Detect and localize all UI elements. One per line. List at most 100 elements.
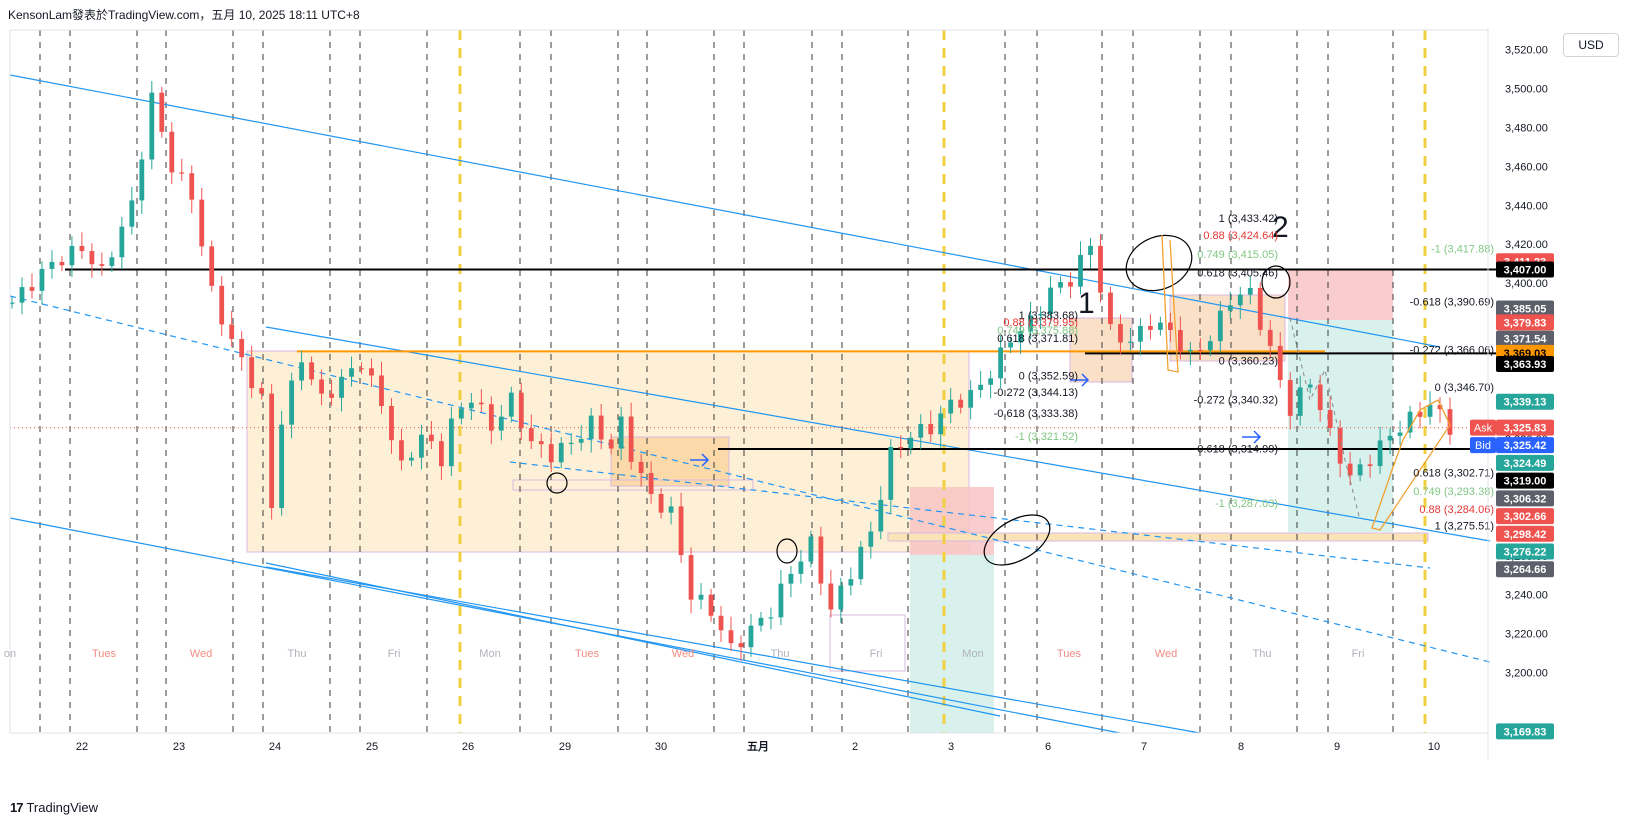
candle-body: [1417, 411, 1423, 417]
candle-137: [1377, 426, 1383, 474]
candle-5: [59, 256, 65, 272]
weekday-label: Mon: [962, 648, 983, 660]
candle-body: [1237, 294, 1243, 306]
candle-136: [1367, 454, 1373, 478]
candle-48: [488, 396, 494, 445]
candle-133: [1337, 420, 1343, 478]
annotation-marks-layer: 12: [546, 211, 1451, 566]
candle-body: [169, 131, 175, 173]
candle-77: [778, 570, 784, 626]
candle-14: [149, 80, 155, 170]
candle-52: [528, 414, 534, 449]
candle-67: [678, 492, 684, 563]
price-badge-text: 3,325.42: [1504, 440, 1547, 452]
price-badge-bg: [1496, 723, 1554, 740]
candle-15: [159, 86, 165, 138]
channel-line-1: [9, 295, 1491, 663]
candle-44: [448, 406, 454, 476]
circle-mark-2: [983, 514, 1051, 566]
candle-body: [1287, 379, 1293, 416]
fib-label-2-6: 0.88 (3,284.06): [1419, 504, 1494, 516]
candle-body: [299, 362, 304, 381]
candle-body: [369, 368, 374, 376]
candle-26: [269, 383, 275, 520]
candle-118: [1187, 342, 1193, 365]
candle-body: [1058, 282, 1063, 288]
circle-mark-0: [1125, 234, 1193, 292]
price-badge-15: 3,276.22: [1496, 543, 1554, 560]
candle-body: [219, 285, 225, 325]
candle-body: [558, 442, 564, 463]
candle-132: [1327, 396, 1333, 436]
candle-body: [129, 200, 135, 227]
price-badge-bg: [1496, 314, 1554, 331]
candle-body: [798, 561, 804, 574]
candle-24: [249, 345, 255, 398]
candle-body: [379, 375, 384, 407]
candle-46: [468, 392, 474, 421]
candle-body: [928, 423, 934, 435]
candle-body: [1437, 404, 1443, 410]
candle-68: [688, 547, 694, 614]
candle-body: [439, 441, 444, 467]
price-badge-text: 3,298.42: [1504, 529, 1547, 541]
candle-body: [858, 546, 864, 580]
candle-body: [888, 446, 894, 500]
candle-96: [968, 380, 974, 420]
candle-21: [219, 276, 225, 337]
candle-19: [199, 187, 205, 257]
candle-54: [548, 432, 554, 473]
y-tick-label: 3,400.00: [1505, 278, 1548, 290]
candle-3: [39, 261, 45, 305]
candle-33: [339, 368, 344, 412]
candle-36: [369, 358, 374, 388]
candle-121: [1217, 300, 1223, 353]
candle-body: [458, 408, 464, 419]
candle-body: [389, 406, 394, 441]
candle-body: [339, 376, 344, 398]
candle-95: [958, 393, 964, 414]
fib-label-1-4: 0 (3,360.23): [1219, 356, 1278, 368]
candle-body: [329, 393, 334, 398]
candle-138: [1387, 428, 1393, 455]
candle-38: [389, 398, 394, 454]
candle-4: [49, 250, 55, 279]
candle-body: [588, 415, 594, 439]
candle-body: [1088, 245, 1093, 255]
candle-119: [1197, 338, 1203, 361]
candle-body: [1118, 324, 1123, 343]
y-tick-label: 3,200.00: [1505, 668, 1548, 680]
candle-body: [1307, 384, 1313, 388]
side-tag-text: Bid: [1475, 440, 1491, 452]
candle-body: [948, 399, 954, 414]
candle-body: [179, 172, 185, 174]
price-badge-text: 3,325.83: [1504, 423, 1547, 435]
candle-89: [898, 435, 904, 459]
y-tick-label: 3,240.00: [1505, 590, 1548, 602]
candle-body: [9, 302, 15, 304]
candle-92: [928, 410, 934, 443]
candle-body: [608, 439, 614, 449]
candle-17: [179, 158, 185, 182]
candle-body: [1227, 305, 1233, 311]
candle-72: [728, 616, 734, 651]
candle-body: [788, 573, 794, 584]
candle-body: [1387, 435, 1393, 441]
price-badge-6: 3,363.93: [1496, 355, 1554, 372]
candle-body: [1038, 313, 1043, 316]
candle-body: [359, 368, 364, 370]
candle-body: [1267, 329, 1273, 346]
candle-body: [598, 415, 604, 440]
candle-70: [708, 588, 714, 622]
candle-body: [478, 402, 484, 405]
x-tick-label: 3: [948, 741, 954, 753]
candle-body: [758, 617, 764, 626]
candle-22: [229, 310, 235, 347]
candle-body: [1427, 404, 1433, 417]
footer-brand-text: TradingView: [26, 800, 99, 815]
currency-button[interactable]: USD: [1563, 33, 1619, 57]
candle-82: [828, 569, 834, 618]
price-badge-1: 3,407.00: [1496, 261, 1554, 278]
circle-mark-3: [546, 472, 568, 494]
